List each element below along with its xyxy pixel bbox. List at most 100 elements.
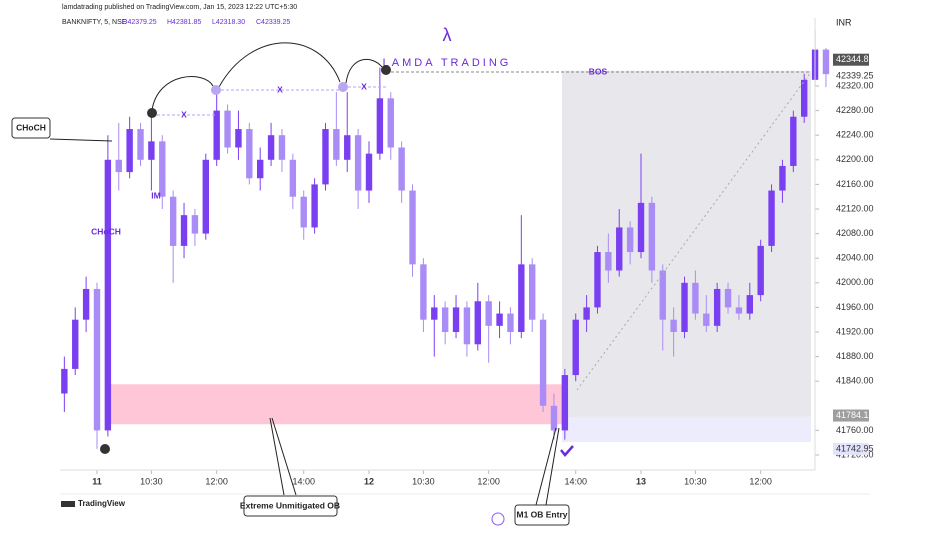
swing-point xyxy=(211,85,221,95)
candle-body xyxy=(757,245,764,296)
candle-body xyxy=(572,319,579,376)
candle-body xyxy=(474,301,481,345)
candle-body xyxy=(213,110,220,160)
candle-body xyxy=(61,368,68,394)
annotation: BOS xyxy=(589,66,608,76)
annotation: M1 OB Entry xyxy=(516,509,567,519)
candle-body xyxy=(300,196,307,228)
candle-body xyxy=(257,159,264,179)
x-tick-label: 10:30 xyxy=(412,476,435,486)
candle-body xyxy=(616,227,623,271)
price-label-box xyxy=(833,70,869,83)
candle-body xyxy=(72,319,79,369)
candle-body xyxy=(518,264,525,332)
candle-body xyxy=(398,147,405,191)
candle-body xyxy=(626,227,634,253)
annotations xyxy=(49,42,812,526)
y-tick-label: 41840.00 xyxy=(836,376,874,386)
price-label: 42344.85 xyxy=(836,54,874,64)
zone xyxy=(108,384,577,425)
candle-body xyxy=(191,215,199,234)
candle-body xyxy=(594,252,601,308)
ohlc: O42379.25 xyxy=(122,19,157,26)
price-label: 41784.15 xyxy=(836,410,874,420)
candle-body xyxy=(539,319,547,406)
candle-body xyxy=(104,159,112,431)
candle-body xyxy=(659,270,666,320)
swing-point xyxy=(381,65,391,75)
y-tick-label: 42040.00 xyxy=(836,253,874,263)
x-tick-label: 14:00 xyxy=(292,476,315,486)
candle-body xyxy=(126,129,133,173)
candle-body xyxy=(202,159,209,234)
y-tick-label: 42120.00 xyxy=(836,203,874,213)
x-tick-label: 12 xyxy=(364,476,374,486)
x-tick-label: 12:00 xyxy=(749,476,772,486)
candle-body xyxy=(550,405,558,431)
arrow xyxy=(218,42,341,88)
callout-box xyxy=(514,504,570,526)
x-tick-label: 12:00 xyxy=(477,476,500,486)
brand-icon xyxy=(61,501,75,507)
candle-body xyxy=(235,129,242,148)
swing-point xyxy=(147,108,157,118)
callout xyxy=(49,138,113,142)
candle-body xyxy=(746,295,753,314)
candle-body xyxy=(115,159,122,173)
price-label: 41742.95 xyxy=(836,443,874,453)
candle-body xyxy=(82,288,90,320)
callout xyxy=(535,427,560,506)
y-tick-label: 41960.00 xyxy=(836,302,874,312)
zone xyxy=(562,416,811,443)
candle-body xyxy=(713,288,721,326)
candle-body xyxy=(801,79,808,117)
candle-body xyxy=(670,319,677,332)
y-tick-label: 41880.00 xyxy=(836,351,874,361)
candle-body xyxy=(333,129,340,160)
price-label-box xyxy=(833,409,869,422)
price-label-box xyxy=(833,442,869,455)
y-tick-label: 42080.00 xyxy=(836,228,874,238)
ohlc: H42381.85 xyxy=(167,19,201,26)
candle-body xyxy=(681,282,688,332)
candle-body xyxy=(311,184,318,228)
currency: INR xyxy=(836,17,852,27)
candle-body xyxy=(496,313,503,326)
diagonal xyxy=(576,71,812,391)
candle-body xyxy=(387,98,394,148)
x-tick-label: 12:00 xyxy=(205,476,228,486)
candle-body xyxy=(137,129,144,160)
callout-box xyxy=(243,495,338,517)
callout-box xyxy=(11,117,51,139)
candle-body xyxy=(779,165,786,191)
swing-point xyxy=(100,444,110,454)
annotation: X xyxy=(181,109,187,119)
candle-body xyxy=(180,215,188,246)
annotation: IM xyxy=(151,190,160,200)
candle-body xyxy=(648,202,656,271)
candle-body xyxy=(148,141,155,160)
candle-body xyxy=(692,282,699,314)
candle-body xyxy=(420,264,427,320)
price-label: 42339.25 xyxy=(836,71,874,81)
candle-body xyxy=(790,116,797,166)
candle-body xyxy=(768,190,775,246)
x-tick-label: 10:30 xyxy=(684,476,707,486)
candle-body xyxy=(822,49,830,75)
price-label-box xyxy=(833,53,869,66)
ohlc: C42339.25 xyxy=(256,19,290,26)
candle-body xyxy=(507,313,514,332)
candle-body xyxy=(441,307,449,332)
arrow xyxy=(151,76,214,111)
x-tick-label: 11 xyxy=(92,476,102,486)
annotation: CHoCH xyxy=(91,226,121,236)
candle-body xyxy=(561,375,569,431)
ohlc: L42318.30 xyxy=(212,19,245,26)
symbol: BANKNIFTY, 5, NSE xyxy=(62,19,127,26)
arrow xyxy=(345,59,383,84)
candle-body xyxy=(703,313,710,326)
candle-body xyxy=(452,307,460,332)
candle-body xyxy=(637,202,645,253)
y-tick-label: 42240.00 xyxy=(836,130,874,140)
candle-body xyxy=(605,252,612,271)
